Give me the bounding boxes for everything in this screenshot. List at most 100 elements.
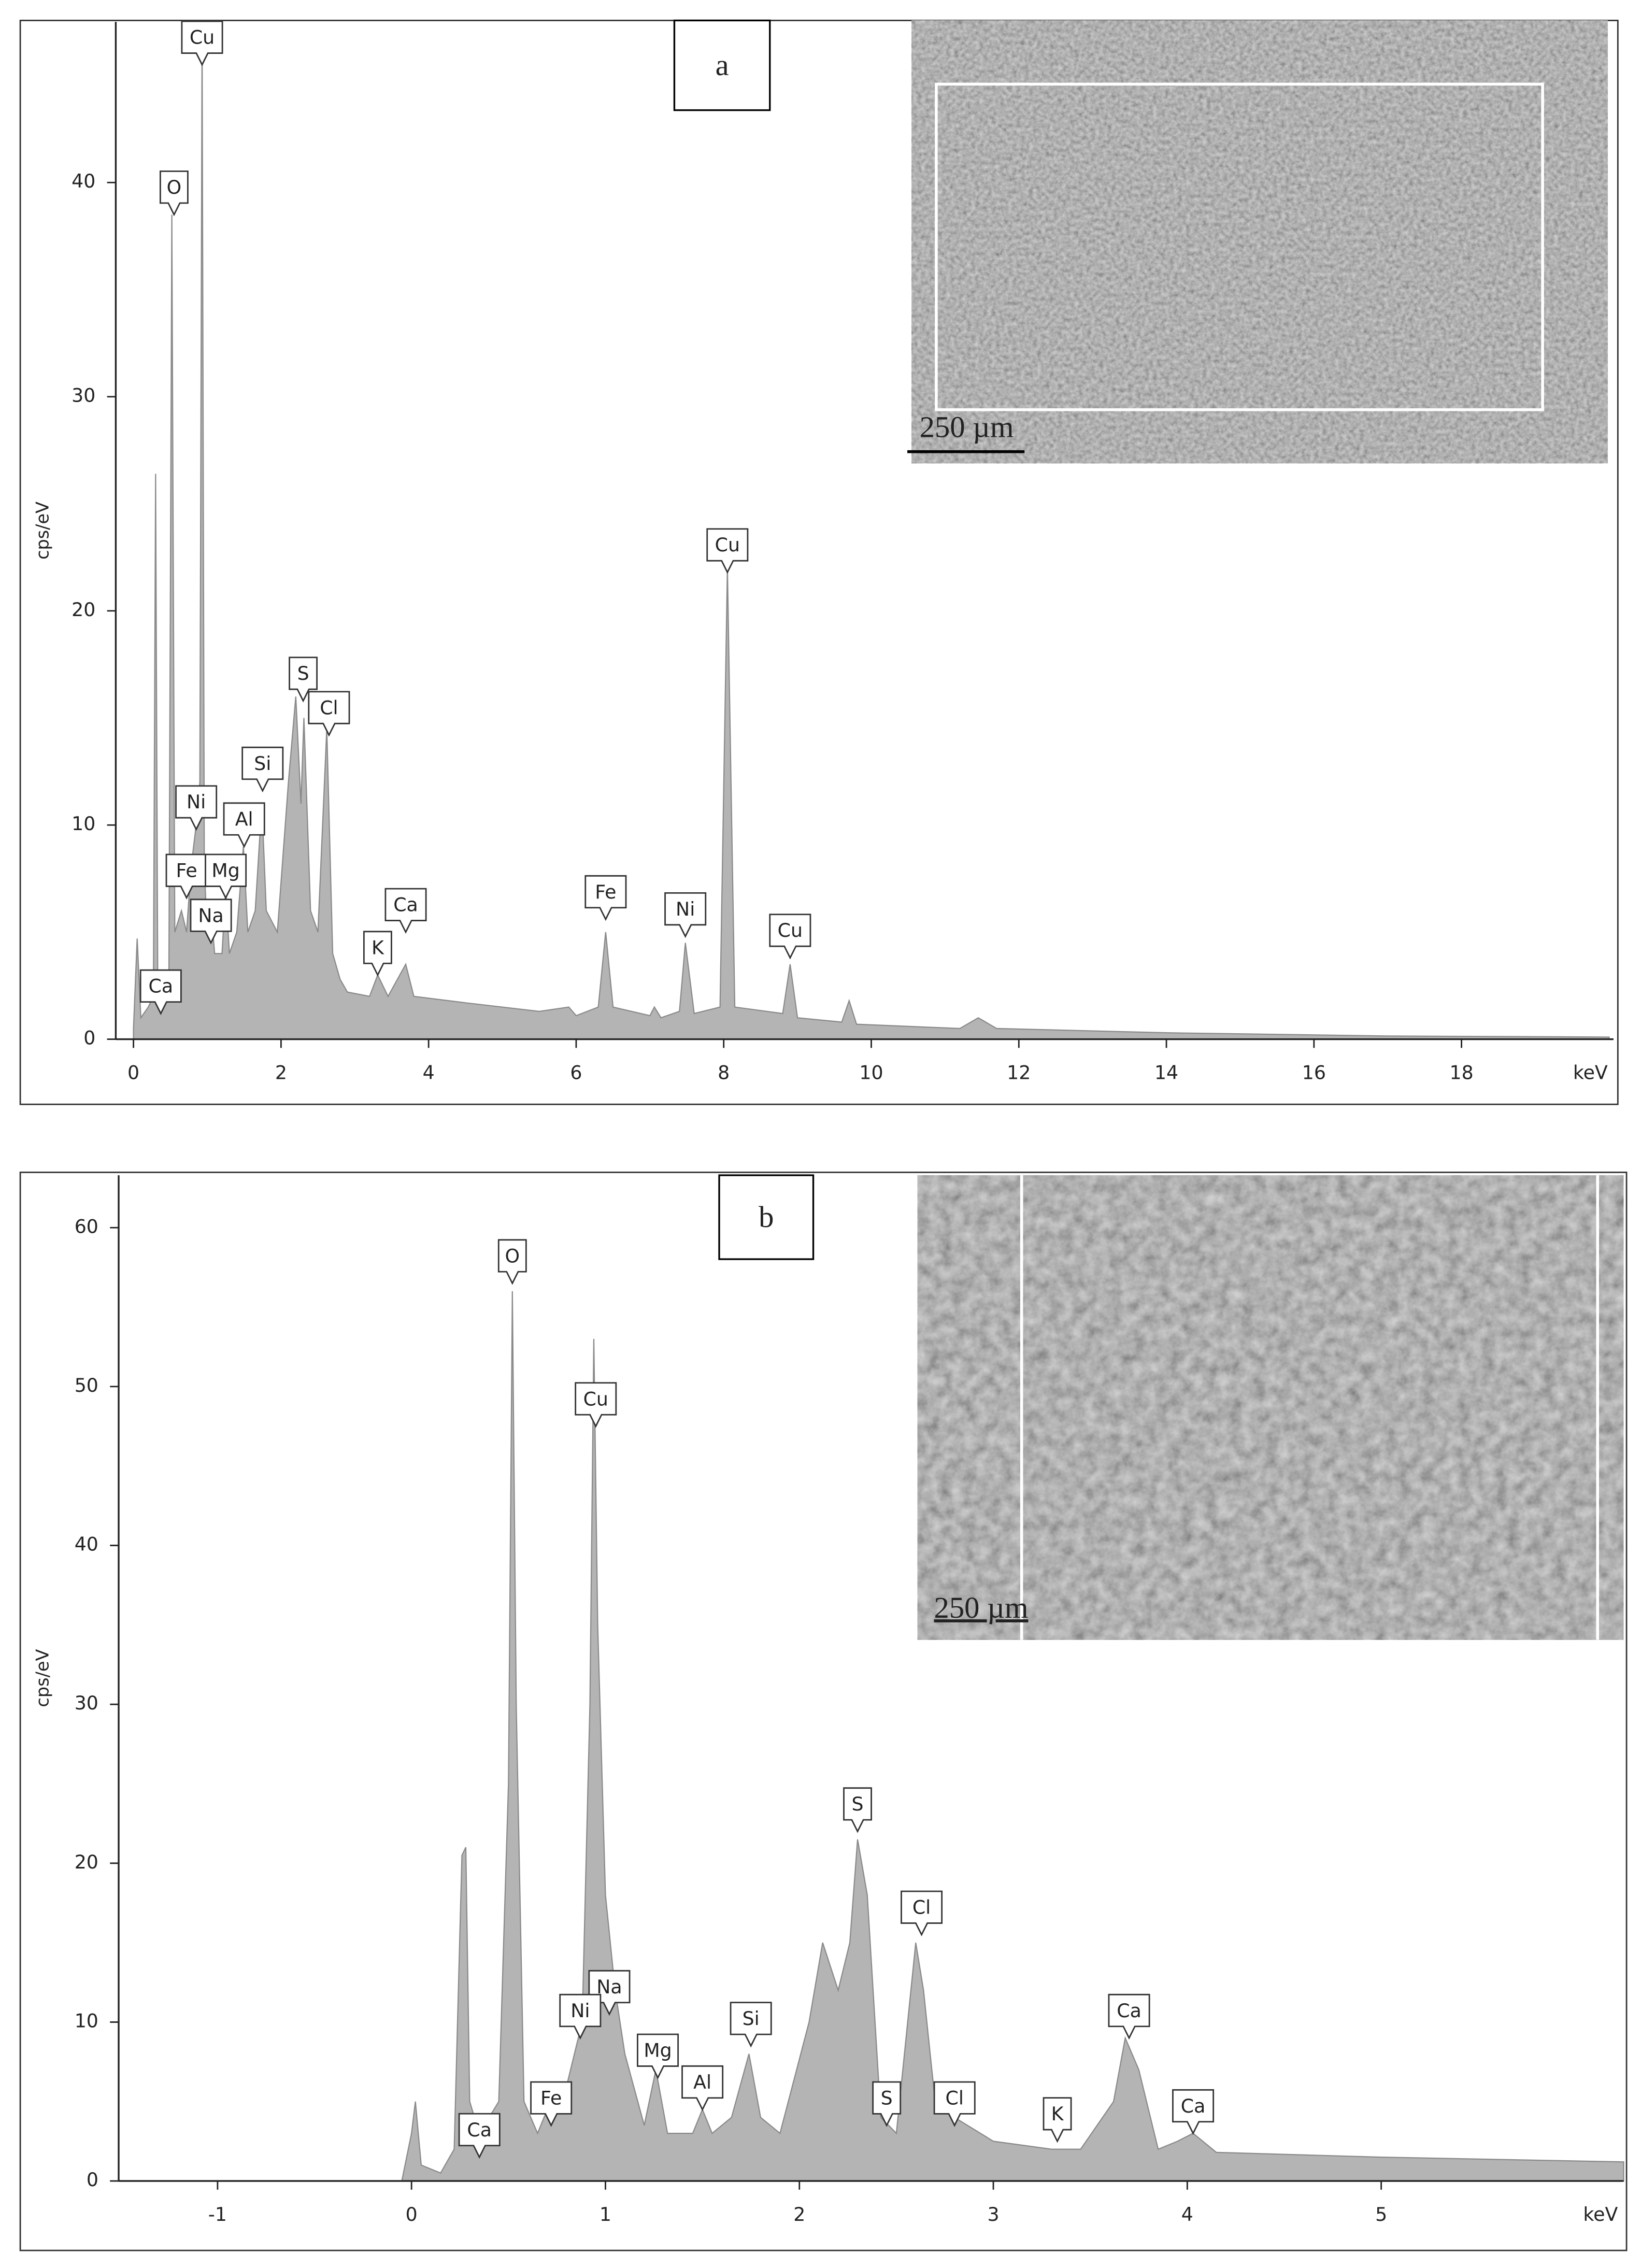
callout-box (769, 914, 811, 960)
callout-box (901, 1890, 943, 1936)
callout-box (289, 657, 318, 703)
x-tick-label: 2 (793, 2203, 805, 2226)
y-axis-label: cps/eV (32, 1649, 52, 1707)
callout-box (241, 746, 284, 793)
callout-label: Ca (467, 2119, 492, 2141)
panel-label-box (673, 19, 771, 111)
x-tick-label: 3 (988, 2203, 1000, 2226)
x-tick-label: 0 (406, 2203, 418, 2226)
y-tick-label: 10 (75, 2009, 98, 2032)
callout-label: O (505, 1245, 520, 1267)
callout-box (458, 2113, 501, 2159)
callout-box (223, 802, 265, 848)
callout-box (1108, 1993, 1150, 2040)
x-tick-label: 16 (1302, 1062, 1326, 1084)
y-tick-label: 60 (75, 1215, 98, 1237)
x-tick-label: 5 (1375, 2203, 1387, 2226)
callout-label: Al (693, 2071, 711, 2093)
callout-label: Ca (393, 894, 418, 916)
y-tick-label: 30 (75, 1692, 98, 1714)
y-tick-label: 0 (83, 1027, 95, 1049)
callout-label: Cu (190, 26, 215, 49)
scale-bar-label: 250 µm (934, 1591, 1029, 1624)
callout-box (139, 969, 182, 1016)
x-tick-label: 4 (1181, 2203, 1193, 2226)
callout-box (843, 1787, 872, 1833)
panel-frame (19, 1172, 1628, 2251)
callout-box (159, 170, 189, 217)
callout-box (175, 785, 218, 831)
sem-tint (917, 1175, 1624, 1640)
callout-label: Fe (595, 881, 616, 903)
callout-label: Ni (187, 791, 206, 813)
callout-box (205, 853, 247, 900)
panel-label-box (718, 1174, 815, 1260)
callout-label: Cl (912, 1896, 931, 1919)
callout-box (559, 1993, 602, 2040)
callout-box (637, 2033, 679, 2079)
x-unit: keV (1573, 1062, 1608, 1084)
callout-label: K (372, 936, 384, 959)
callout-box (706, 528, 749, 574)
sem-image (911, 20, 1608, 464)
y-tick-label: 20 (72, 598, 95, 621)
callout-box (730, 2002, 772, 2048)
x-tick-label: 2 (275, 1062, 287, 1084)
y-tick-label: 40 (75, 1533, 98, 1556)
callout-label: S (852, 1793, 864, 1815)
panel-label: a (716, 48, 729, 82)
callout-box (530, 2081, 573, 2127)
callout-box (872, 2081, 902, 2127)
callout-box (664, 892, 707, 938)
callout-box (308, 691, 350, 737)
callout-label: Mg (211, 860, 239, 882)
callout-label: Cl (945, 2087, 963, 2109)
callout-label: Ca (1117, 2000, 1141, 2022)
y-tick-label: 20 (75, 1851, 98, 1873)
y-tick-label: 30 (72, 384, 95, 407)
y-tick-label: 0 (87, 2169, 98, 2191)
callout-label: Cu (778, 919, 803, 942)
callout-label: Na (198, 904, 223, 926)
callout-box (190, 898, 232, 945)
callout-label: S (297, 662, 309, 684)
callout-label: Al (235, 808, 253, 830)
y-tick-label: 10 (72, 812, 95, 835)
callout-label: Cl (320, 696, 338, 719)
callout-box (1172, 2089, 1215, 2135)
panel-frame (19, 20, 1619, 1105)
callout-label: Fe (176, 860, 197, 882)
x-tick-label: 14 (1154, 1062, 1178, 1084)
x-tick-label: -1 (208, 2203, 227, 2226)
scale-bar-label: 250 µm (920, 410, 1014, 444)
callout-label: Cu (715, 534, 740, 556)
panel-label: b (759, 1200, 774, 1234)
spectrum-region (935, 82, 1544, 411)
callout-label: Mg (644, 2039, 672, 2061)
callout-label: Si (743, 2007, 760, 2030)
callout-label: Ni (676, 898, 695, 920)
callout-box (363, 931, 392, 977)
callout-box (384, 888, 427, 934)
callout-label: Cu (583, 1388, 608, 1410)
x-tick-label: 1 (600, 2203, 611, 2226)
y-axis-label: cps/eV (32, 502, 52, 560)
x-tick-label: 4 (423, 1062, 435, 1084)
sem-tint (911, 20, 1608, 464)
y-tick-label: 50 (75, 1374, 98, 1396)
callout-box (584, 875, 627, 921)
callout-box (933, 2081, 976, 2127)
callout-label: S (881, 2087, 893, 2109)
x-unit: keV (1583, 2203, 1618, 2226)
x-tick-label: 8 (718, 1062, 730, 1084)
callout-box (497, 1239, 527, 1285)
x-tick-label: 10 (859, 1062, 883, 1084)
x-tick-label: 6 (570, 1062, 582, 1084)
callout-box (575, 1382, 617, 1428)
callout-box (1043, 2097, 1072, 2143)
callout-box (181, 20, 223, 67)
callout-label: Fe (540, 2087, 562, 2109)
callout-label: Si (254, 752, 271, 775)
